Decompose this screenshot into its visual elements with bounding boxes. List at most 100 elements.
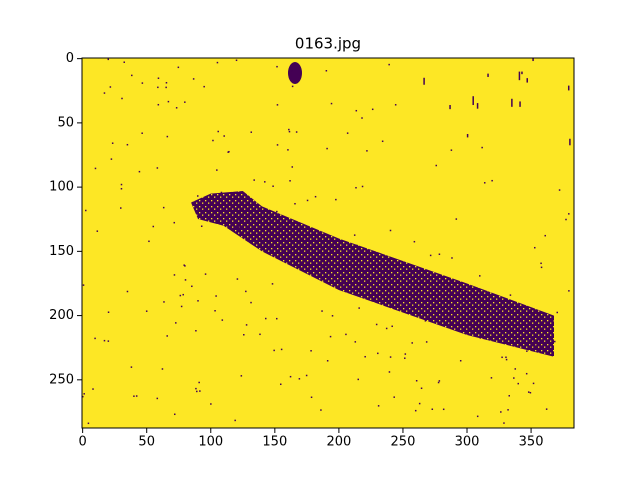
speck bbox=[92, 388, 94, 390]
speck bbox=[275, 317, 278, 320]
speck bbox=[382, 260, 384, 262]
dark-region bbox=[191, 191, 554, 357]
speck bbox=[203, 85, 205, 88]
speck bbox=[503, 422, 505, 424]
speck bbox=[200, 225, 203, 227]
speck bbox=[216, 61, 219, 64]
speck bbox=[431, 408, 434, 411]
speck bbox=[415, 379, 418, 382]
speck bbox=[440, 277, 443, 279]
speck bbox=[505, 358, 508, 361]
speck bbox=[404, 353, 407, 355]
speck bbox=[331, 315, 334, 317]
y-tick-label: 100 bbox=[49, 180, 74, 195]
speck bbox=[477, 325, 479, 327]
speck bbox=[94, 337, 96, 340]
speck bbox=[173, 274, 176, 276]
speck bbox=[552, 319, 554, 321]
speck bbox=[234, 419, 236, 422]
speck bbox=[353, 234, 356, 236]
speck bbox=[276, 65, 278, 68]
speck bbox=[569, 138, 571, 146]
speck bbox=[532, 58, 534, 62]
speck bbox=[291, 85, 294, 88]
x-tick-label: 300 bbox=[455, 435, 480, 450]
y-tick-label: 250 bbox=[49, 372, 74, 387]
speck bbox=[429, 254, 432, 257]
speck bbox=[424, 320, 427, 322]
y-tick-label: 150 bbox=[49, 244, 74, 259]
speck bbox=[420, 387, 423, 390]
speck bbox=[361, 185, 364, 188]
speck bbox=[358, 307, 360, 309]
axes-frame bbox=[81, 57, 575, 429]
speck bbox=[94, 167, 97, 170]
speck bbox=[527, 391, 530, 393]
speck bbox=[389, 356, 392, 358]
speck bbox=[509, 294, 512, 296]
speck bbox=[388, 371, 391, 373]
speck bbox=[107, 340, 110, 342]
speck bbox=[393, 396, 395, 398]
speck bbox=[508, 395, 511, 397]
speck bbox=[385, 327, 388, 330]
speck bbox=[291, 166, 294, 168]
speck bbox=[167, 100, 170, 103]
speck bbox=[245, 290, 247, 293]
speck bbox=[212, 139, 214, 142]
speck bbox=[377, 352, 379, 355]
speck bbox=[264, 317, 267, 320]
y-tick-label: 0 bbox=[66, 51, 74, 66]
speck bbox=[126, 143, 129, 146]
x-tick-label: 100 bbox=[198, 435, 223, 450]
speck bbox=[545, 408, 548, 410]
speck bbox=[355, 186, 357, 189]
speck bbox=[423, 77, 425, 85]
speck bbox=[157, 77, 160, 79]
x-tick-label: 250 bbox=[391, 435, 416, 450]
speck bbox=[184, 279, 187, 281]
speck bbox=[156, 167, 159, 169]
speck bbox=[271, 283, 274, 285]
speck bbox=[281, 240, 283, 242]
speck bbox=[514, 368, 517, 370]
speck bbox=[414, 409, 417, 412]
speck bbox=[250, 301, 252, 304]
speck bbox=[215, 295, 217, 297]
speck bbox=[341, 283, 344, 285]
speck bbox=[223, 135, 225, 137]
speck bbox=[310, 350, 312, 352]
speck bbox=[548, 338, 551, 341]
speck bbox=[259, 333, 261, 336]
speck bbox=[250, 131, 253, 133]
speck bbox=[513, 377, 515, 379]
speck bbox=[533, 310, 535, 313]
speck bbox=[107, 311, 110, 313]
speck bbox=[280, 348, 283, 351]
speck bbox=[375, 323, 378, 326]
speck bbox=[425, 341, 428, 343]
speck bbox=[126, 290, 129, 293]
speck bbox=[289, 180, 291, 182]
speck bbox=[355, 109, 358, 112]
y-tick-label: 200 bbox=[49, 308, 74, 323]
speck bbox=[279, 225, 281, 228]
speck bbox=[558, 189, 561, 191]
speck bbox=[437, 381, 440, 384]
speck bbox=[337, 264, 339, 266]
speck bbox=[294, 202, 296, 205]
speck bbox=[243, 334, 245, 336]
speck bbox=[329, 335, 332, 338]
speck bbox=[326, 147, 328, 150]
speck bbox=[220, 191, 223, 194]
speck bbox=[404, 357, 406, 359]
speck bbox=[490, 377, 493, 379]
speck bbox=[157, 103, 160, 106]
speck bbox=[245, 324, 248, 326]
speck bbox=[204, 273, 207, 275]
speck bbox=[195, 330, 197, 332]
speck bbox=[513, 317, 516, 320]
speck bbox=[418, 402, 421, 405]
